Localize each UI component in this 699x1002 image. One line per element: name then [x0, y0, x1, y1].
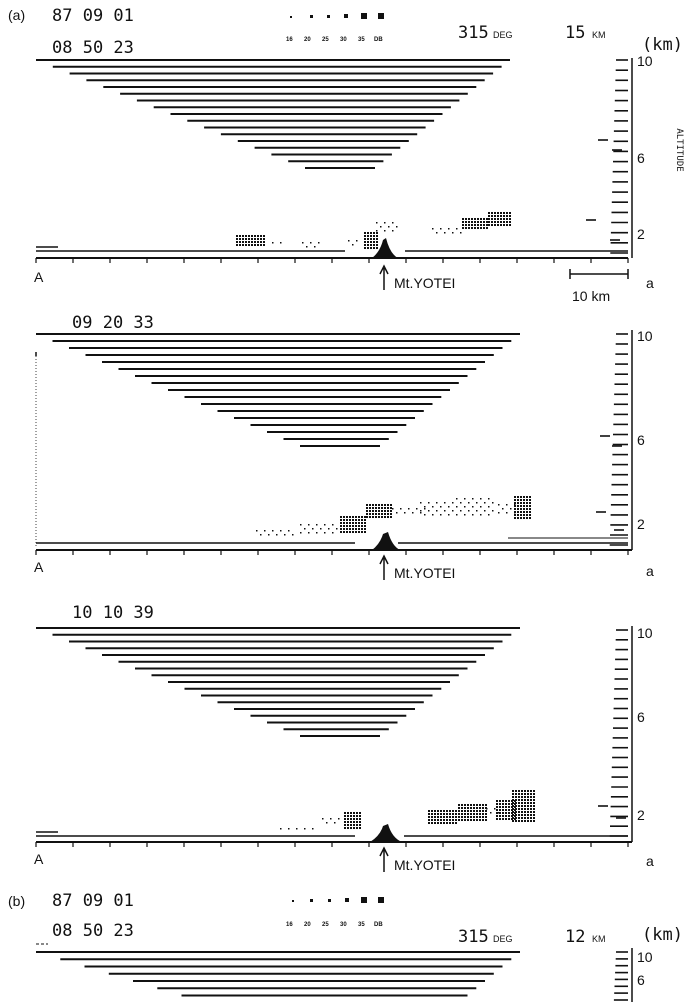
frame-b-altitude-bars: [613, 951, 628, 1001]
frame-a2-arrow-icon: [379, 554, 389, 580]
frame-a2-scan-cone: [36, 333, 520, 447]
panel-a-date: 87 09 01: [52, 6, 134, 26]
frame-b-range: 12: [565, 927, 585, 947]
scale-b-30: 30: [340, 922, 347, 928]
scale-db: DB: [374, 37, 383, 43]
panel-a-label: (a): [8, 7, 25, 23]
panel-a-azimuth-unit: DEG: [493, 30, 513, 40]
scale-b-35: 35: [358, 922, 365, 928]
frame-a3: 10 10 39 10 6 2 A a Mt.YOTEI: [34, 603, 654, 873]
panel-a-altitude-label: ALTITUDE: [674, 128, 684, 171]
frame-b-range-unit: KM: [592, 934, 606, 944]
frame-a3-tick-2: 2: [637, 807, 645, 823]
frame-a3-tick-10: 10: [637, 625, 653, 641]
frame-b-azimuth-unit: DEG: [493, 934, 513, 944]
frame-a2-label-right: a: [646, 563, 654, 579]
panel-a-azimuth: 315: [458, 23, 489, 43]
frame-a2-mountain-icon: [372, 532, 400, 550]
frame-a2-tick-6: 6: [637, 432, 645, 448]
frame-a3-mountain-label: Mt.YOTEI: [394, 857, 455, 873]
panel-a-altitude-unit: (km): [642, 35, 683, 55]
frame-a1-label-right: a: [646, 275, 654, 291]
frame-a2-label-left: A: [34, 559, 44, 575]
panel-b-label: (b): [8, 893, 25, 909]
frame-a2-altitude-bars: [609, 333, 628, 546]
frame-a3-time: 10 10 39: [72, 603, 154, 623]
frame-a1-tick-10: 10: [637, 53, 653, 69]
frame-a2-tick-10: 10: [637, 328, 653, 344]
panel-b-date: 87 09 01: [52, 891, 134, 911]
scale-bar-a-label: 10 km: [572, 288, 610, 304]
frame-a1-echo-dots: [236, 212, 511, 249]
scale-16: 16: [286, 37, 293, 43]
scale-b-db: DB: [374, 922, 383, 928]
scale-b-16: 16: [286, 922, 293, 928]
frame-a1-scan-cone: [36, 59, 510, 169]
frame-a3-label-right: a: [646, 853, 654, 869]
frame-a1-mountain-icon: [372, 238, 398, 258]
frame-a3-arrow-icon: [379, 846, 389, 872]
frame-a3-label-left: A: [34, 851, 44, 867]
frame-a1-tick-6: 6: [637, 150, 645, 166]
frame-a2-tick-2: 2: [637, 516, 645, 532]
panel-a-range-unit: KM: [592, 30, 606, 40]
frame-a3-mountain-icon: [370, 824, 402, 842]
scale-b-25: 25: [322, 922, 329, 928]
frame-a3-altitude-bars: [609, 629, 628, 837]
frame-a1-altitude-bars: [610, 59, 628, 254]
frame-a3-tick-6: 6: [637, 709, 645, 725]
frame-a3-scan-cone: [36, 627, 520, 737]
frame-a1-time: 08 50 23: [52, 38, 134, 58]
panel-a-intensity-legend: 16 20 25 30 35 DB: [286, 13, 384, 43]
panel-b-intensity-legend: 16 20 25 30 35 DB: [286, 897, 384, 928]
frame-b-tick-10: 10: [637, 949, 653, 965]
frame-a1-label-left: A: [34, 269, 44, 285]
frame-b: [36, 943, 633, 1002]
panel-b-altitude-unit: (km): [642, 925, 683, 945]
frame-a1-arrow-icon: [379, 264, 389, 290]
frame-a2: 09 20 33 10 6 2 A a Mt.YOTEI: [34, 313, 654, 581]
frame-a1-mountain-label: Mt.YOTEI: [394, 275, 455, 291]
scale-30: 30: [340, 37, 347, 43]
frame-b-azimuth: 315: [458, 927, 489, 947]
frame-a2-echo-dots: [256, 496, 531, 536]
scale-20: 20: [304, 37, 311, 43]
frame-b-tick-6: 6: [637, 972, 645, 988]
scale-b-20: 20: [304, 922, 311, 928]
frame-a2-mountain-label: Mt.YOTEI: [394, 565, 455, 581]
panel-b-time: 08 50 23: [52, 921, 134, 941]
frame-a2-time: 09 20 33: [72, 313, 154, 333]
scale-25: 25: [322, 37, 329, 43]
scale-35: 35: [358, 37, 365, 43]
frame-a3-echo-dots: [280, 790, 535, 830]
scale-bar-a: 10 km: [569, 269, 629, 304]
frame-a1: 10 6 2 A a Mt.YOTEI 10 km: [34, 53, 654, 304]
frame-a1-tick-2: 2: [637, 226, 645, 242]
frame-b-scan-cone: [36, 951, 520, 997]
panel-a-range: 15: [565, 23, 585, 43]
